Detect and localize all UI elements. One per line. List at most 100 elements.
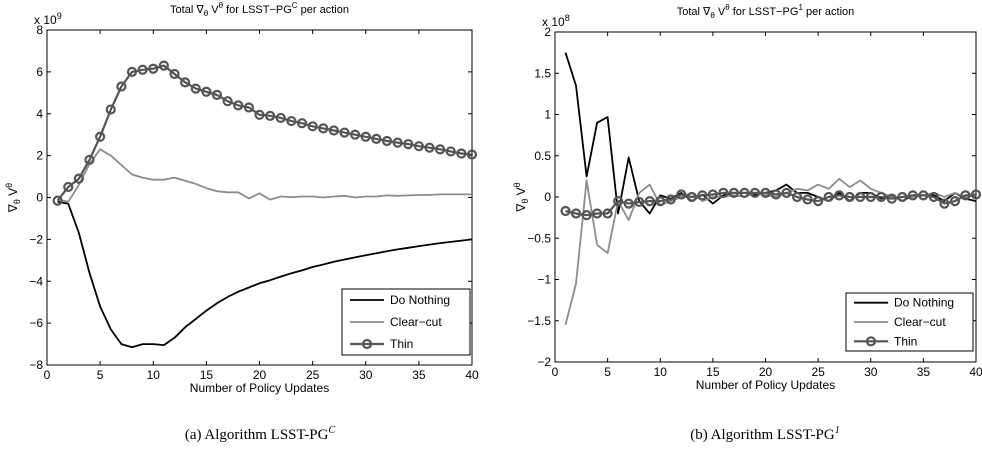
data-point bbox=[707, 189, 718, 200]
data-point bbox=[718, 187, 729, 198]
y-tick-label: 1.5 bbox=[534, 66, 551, 80]
data-point bbox=[876, 191, 887, 203]
data-point bbox=[413, 141, 424, 152]
data-point bbox=[126, 66, 138, 77]
y-tick-label: −1 bbox=[537, 273, 551, 287]
data-point bbox=[456, 148, 467, 159]
figure-caption: (a) Algorithm LSST-PGC bbox=[185, 425, 336, 443]
series-line-3 bbox=[565, 191, 977, 217]
y-tick-label: −2 bbox=[537, 355, 551, 369]
legend-label: Do Nothing bbox=[390, 293, 450, 307]
data-point bbox=[813, 196, 824, 207]
data-point bbox=[781, 187, 792, 198]
data-point bbox=[190, 83, 201, 94]
data-point bbox=[381, 135, 393, 147]
x-axis-label: Number of Policy Updates bbox=[696, 378, 835, 392]
data-point bbox=[834, 190, 845, 201]
x-tick-label: 10 bbox=[654, 365, 668, 379]
x-tick-label: 20 bbox=[759, 365, 773, 379]
legend-marker bbox=[361, 338, 373, 350]
y-tick-label: −1.5 bbox=[527, 314, 551, 328]
data-point bbox=[339, 127, 350, 138]
data-point bbox=[960, 190, 971, 201]
chart-panel-2: 0 5 10 15 20 25 30 35 40 −2 −1.5 −1 −0.5 0 0.5 1 1.5 2x 1… bbox=[512, 3, 982, 443]
figure-caption: (b) Algorithm LSST-PG1 bbox=[690, 425, 839, 443]
data-point bbox=[158, 60, 169, 71]
legend: Do Nothing Clear−cut Thin bbox=[845, 292, 974, 352]
legend-marker bbox=[865, 336, 877, 347]
data-point bbox=[360, 131, 371, 142]
x-tick-label: 35 bbox=[412, 368, 426, 382]
series-line-3 bbox=[56, 64, 473, 202]
data-point bbox=[676, 189, 687, 200]
data-point bbox=[328, 125, 339, 136]
data-point bbox=[318, 123, 329, 134]
x-tick-label: 35 bbox=[917, 365, 931, 379]
data-point bbox=[148, 63, 159, 74]
data-point bbox=[296, 118, 308, 129]
x-tick-label: 25 bbox=[306, 368, 320, 382]
legend-label: Clear−cut bbox=[894, 315, 946, 329]
y-tick-label: −2 bbox=[29, 232, 43, 246]
y-axis-label: ∇θ Vθ bbox=[4, 183, 22, 213]
data-point bbox=[907, 190, 918, 201]
data-point bbox=[928, 191, 940, 203]
data-point bbox=[634, 196, 645, 208]
chart-title: Total ∇θ Vθ for LSST−PG1 per action bbox=[677, 3, 855, 20]
data-point bbox=[655, 196, 666, 207]
y-tick-label: 6 bbox=[36, 65, 43, 79]
data-point bbox=[307, 121, 318, 132]
x-tick-label: 0 bbox=[552, 365, 559, 379]
data-point bbox=[602, 208, 613, 219]
data-point bbox=[844, 191, 855, 203]
x-axis-label: Number of Policy Updates bbox=[190, 381, 329, 395]
data-point bbox=[823, 191, 834, 203]
x-tick-label: 20 bbox=[253, 368, 267, 382]
data-point bbox=[392, 137, 403, 148]
y-tick-label: 1 bbox=[544, 108, 551, 122]
data-point bbox=[403, 139, 414, 150]
data-point bbox=[63, 181, 74, 193]
data-point bbox=[137, 64, 148, 75]
data-point bbox=[623, 198, 634, 209]
data-point bbox=[886, 193, 897, 204]
x-tick-label: 40 bbox=[969, 365, 982, 379]
data-point bbox=[918, 190, 929, 201]
data-point bbox=[73, 173, 84, 184]
data-point bbox=[570, 208, 582, 219]
data-point bbox=[180, 77, 191, 88]
x-tick-label: 15 bbox=[706, 365, 720, 379]
axis-multiplier: x 108 bbox=[542, 13, 570, 29]
y-tick-label: 0.5 bbox=[534, 149, 551, 163]
y-tick-label: 0 bbox=[36, 191, 43, 205]
x-tick-label: 5 bbox=[97, 368, 104, 382]
data-point bbox=[84, 154, 95, 165]
data-point bbox=[855, 191, 866, 203]
series-line-1 bbox=[564, 52, 977, 215]
chart-panel-1: 0 5 10 15 20 25 30 35 40 −8 −6 −4 −2 0 2 4 6 8x 109 Total … bbox=[4, 1, 479, 443]
data-point bbox=[233, 100, 244, 111]
data-point bbox=[791, 191, 803, 203]
data-point bbox=[435, 144, 446, 155]
data-point bbox=[116, 81, 127, 92]
data-point bbox=[371, 133, 382, 144]
data-point bbox=[949, 196, 961, 207]
data-point bbox=[665, 194, 676, 205]
y-tick-label: −0.5 bbox=[527, 231, 551, 245]
legend-label: Do Nothing bbox=[894, 296, 954, 310]
data-point bbox=[105, 104, 116, 115]
data-point bbox=[286, 115, 297, 127]
data-point bbox=[275, 112, 286, 124]
x-tick-label: 0 bbox=[44, 368, 51, 382]
legend-label: Clear−cut bbox=[390, 315, 442, 329]
x-tick-label: 25 bbox=[811, 365, 825, 379]
data-point bbox=[686, 191, 697, 203]
data-point bbox=[222, 96, 233, 107]
chart-title: Total ∇θ Vθ for LSST−PGC per action bbox=[170, 1, 349, 18]
x-tick-label: 30 bbox=[359, 368, 373, 382]
axis-multiplier: x 109 bbox=[34, 11, 62, 27]
y-tick-label: 4 bbox=[36, 107, 43, 121]
y-tick-label: 2 bbox=[544, 25, 551, 39]
data-point bbox=[760, 187, 771, 198]
